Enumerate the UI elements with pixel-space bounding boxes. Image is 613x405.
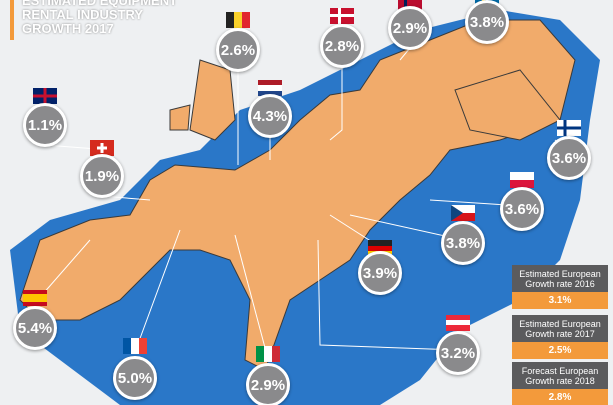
growth-marker: 3.6% xyxy=(500,187,544,231)
title-line: ESTIMATED EQUIPMENT xyxy=(22,0,178,8)
growth-marker: 3.6% xyxy=(547,136,591,180)
box-caption: Forecast European Growth rate 2018 xyxy=(521,366,599,386)
growth-marker: 1.9% xyxy=(80,154,124,198)
title-line: GROWTH 2017 xyxy=(22,21,114,36)
title-line: RENTAL INDUSTRY xyxy=(22,7,144,22)
box-value: 3.1% xyxy=(512,292,608,309)
growth-marker: 5.4% xyxy=(13,306,57,350)
summary-box: Forecast European Growth rate 2018 2.8% xyxy=(512,362,608,405)
title: ESTIMATED EQUIPMENT RENTAL INDUSTRY GROW… xyxy=(22,0,177,36)
growth-marker: 3.8% xyxy=(441,221,485,265)
growth-marker: 2.8% xyxy=(320,24,364,68)
box-caption: Estimated European Growth rate 2017 xyxy=(519,319,601,339)
growth-marker: 5.0% xyxy=(113,356,157,400)
growth-marker: 4.3% xyxy=(248,94,292,138)
box-caption: Estimated European Growth rate 2016 xyxy=(519,269,601,289)
box-value: 2.8% xyxy=(512,389,608,405)
growth-marker: 2.9% xyxy=(388,6,432,50)
growth-marker: 2.6% xyxy=(216,28,260,72)
growth-marker: 3.2% xyxy=(436,331,480,375)
growth-marker: 2.9% xyxy=(246,363,290,405)
summary-box: Estimated European Growth rate 2016 3.1% xyxy=(512,265,608,309)
growth-marker: 3.8% xyxy=(465,0,509,44)
box-value: 2.5% xyxy=(512,342,608,359)
growth-marker: 3.9% xyxy=(358,251,402,295)
growth-marker: 1.1% xyxy=(23,103,67,147)
summary-box: Estimated European Growth rate 2017 2.5% xyxy=(512,315,608,359)
